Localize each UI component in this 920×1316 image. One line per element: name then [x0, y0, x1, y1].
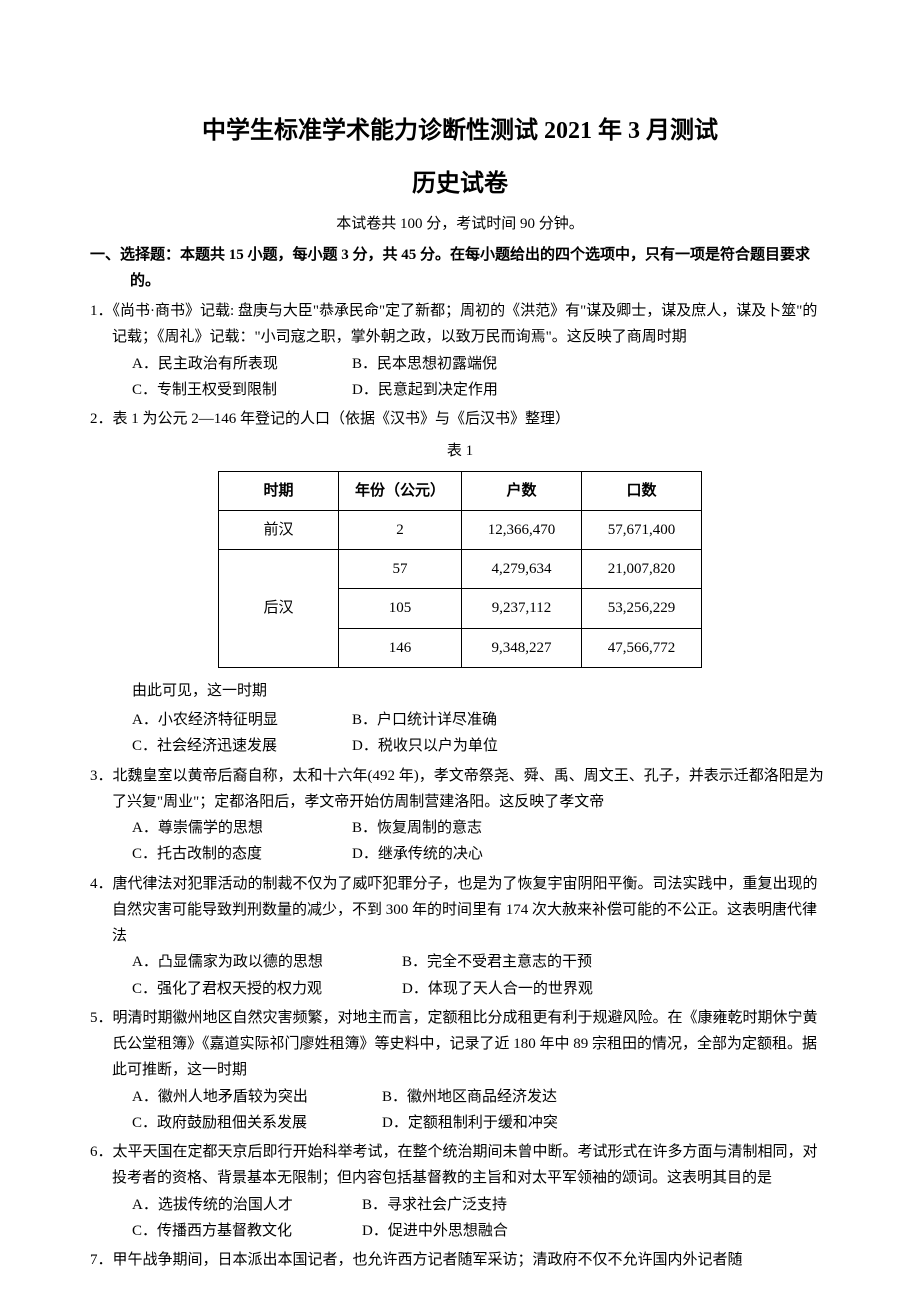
question-2-text: 2．表 1 为公元 2—146 年登记的人口（依据《汉书》与《后汉书》整理） — [90, 406, 830, 432]
question-5-text: 5．明清时期徽州地区自然灾害频繁，对地主而言，定额租比分成租更有利于规避风险。在… — [90, 1005, 830, 1084]
table-header-row: 时期 年份（公元） 户数 口数 — [218, 471, 701, 510]
population-table: 时期 年份（公元） 户数 口数 前汉 2 12,366,470 57,671,4… — [218, 471, 702, 668]
table-caption: 表 1 — [90, 438, 830, 464]
table-cell: 前汉 — [218, 510, 338, 549]
question-6-text: 6．太平天国在定都天京后即行开始科举考试，在整个统治期间未曾中断。考试形式在许多… — [90, 1139, 830, 1192]
question-2-options: A．小农经济特征明显 B．户口统计详尽准确 C．社会经济迅速发展 D．税收只以户… — [90, 707, 830, 760]
table-cell: 53,256,229 — [582, 589, 702, 628]
table-cell: 57 — [338, 550, 461, 589]
question-4-options: A．凸显儒家为政以德的思想 B．完全不受君主意志的干预 C．强化了君权天授的权力… — [90, 949, 830, 1002]
question-1: 1．《尚书·商书》记载: 盘庚与大臣"恭承民命"定了新都；周初的《洪范》有"谋及… — [90, 298, 830, 403]
table-cell: 146 — [338, 628, 461, 667]
question-6: 6．太平天国在定都天京后即行开始科举考试，在整个统治期间未曾中断。考试形式在许多… — [90, 1139, 830, 1244]
q4-option-a: A．凸显儒家为政以德的思想 — [132, 949, 402, 975]
question-1-options: A．民主政治有所表现 B．民本思想初露端倪 C．专制王权受到限制 D．民意起到决… — [90, 351, 830, 404]
q2-option-c: C．社会经济迅速发展 — [132, 733, 352, 759]
q3-option-a: A．尊崇儒学的思想 — [132, 815, 352, 841]
q6-option-b: B．寻求社会广泛支持 — [362, 1192, 582, 1218]
q6-option-d: D．促进中外思想融合 — [362, 1218, 582, 1244]
question-3-options: A．尊崇儒学的思想 B．恢复周制的意志 C．托古改制的态度 D．继承传统的决心 — [90, 815, 830, 868]
question-3: 3．北魏皇室以黄帝后裔自称，太和十六年(492 年)，孝文帝祭尧、舜、禹、周文王… — [90, 763, 830, 868]
table-cell: 2 — [338, 510, 461, 549]
q2-option-d: D．税收只以户为单位 — [352, 733, 572, 759]
q5-option-c: C．政府鼓励租佃关系发展 — [132, 1110, 382, 1136]
question-2: 2．表 1 为公元 2—146 年登记的人口（依据《汉书》与《后汉书》整理） 表… — [90, 406, 830, 760]
table-row: 后汉 57 4,279,634 21,007,820 — [218, 550, 701, 589]
q3-option-d: D．继承传统的决心 — [352, 841, 572, 867]
q1-option-d: D．民意起到决定作用 — [352, 377, 572, 403]
q3-option-b: B．恢复周制的意志 — [352, 815, 572, 841]
q2-option-b: B．户口统计详尽准确 — [352, 707, 572, 733]
question-4-text: 4．唐代律法对犯罪活动的制裁不仅为了威吓犯罪分子，也是为了恢复宇宙阴阳平衡。司法… — [90, 871, 830, 950]
table-cell: 47,566,772 — [582, 628, 702, 667]
q1-option-a: A．民主政治有所表现 — [132, 351, 352, 377]
table-header: 时期 — [218, 471, 338, 510]
q5-option-a: A．徽州人地矛盾较为突出 — [132, 1084, 382, 1110]
q2-option-a: A．小农经济特征明显 — [132, 707, 352, 733]
q4-option-c: C．强化了君权天授的权力观 — [132, 976, 402, 1002]
q4-option-b: B．完全不受君主意志的干预 — [402, 949, 622, 975]
table-cell: 9,237,112 — [462, 589, 582, 628]
q1-option-c: C．专制王权受到限制 — [132, 377, 352, 403]
q4-option-d: D．体现了天人合一的世界观 — [402, 976, 622, 1002]
question-5: 5．明清时期徽州地区自然灾害频繁，对地主而言，定额租比分成租更有利于规避风险。在… — [90, 1005, 830, 1136]
q6-option-c: C．传播西方基督教文化 — [132, 1218, 362, 1244]
section-header: 一、选择题：本题共 15 小题，每小题 3 分，共 45 分。在每小题给出的四个… — [130, 243, 830, 294]
q5-option-b: B．徽州地区商品经济发达 — [382, 1084, 602, 1110]
q5-option-d: D．定额租制利于缓和冲突 — [382, 1110, 602, 1136]
q3-option-c: C．托古改制的态度 — [132, 841, 352, 867]
question-2-followup: 由此可见，这一时期 — [132, 678, 830, 704]
question-7-text: 7．甲午战争期间，日本派出本国记者，也允许西方记者随军采访；清政府不仅不允许国内… — [90, 1247, 830, 1273]
table-cell: 12,366,470 — [462, 510, 582, 549]
table-cell: 后汉 — [218, 550, 338, 668]
exam-info: 本试卷共 100 分，考试时间 90 分钟。 — [90, 212, 830, 233]
q1-option-b: B．民本思想初露端倪 — [352, 351, 572, 377]
question-6-options: A．选拔传统的治国人才 B．寻求社会广泛支持 C．传播西方基督教文化 D．促进中… — [90, 1192, 830, 1245]
table-cell: 4,279,634 — [462, 550, 582, 589]
table-header: 年份（公元） — [338, 471, 461, 510]
question-5-options: A．徽州人地矛盾较为突出 B．徽州地区商品经济发达 C．政府鼓励租佃关系发展 D… — [90, 1084, 830, 1137]
question-7: 7．甲午战争期间，日本派出本国记者，也允许西方记者随军采访；清政府不仅不允许国内… — [90, 1247, 830, 1273]
title-sub: 历史试卷 — [90, 163, 830, 198]
table-cell: 57,671,400 — [582, 510, 702, 549]
table-cell: 105 — [338, 589, 461, 628]
question-1-text: 1．《尚书·商书》记载: 盘庚与大臣"恭承民命"定了新都；周初的《洪范》有"谋及… — [90, 298, 830, 351]
table-cell: 9,348,227 — [462, 628, 582, 667]
table-header: 口数 — [582, 471, 702, 510]
question-4: 4．唐代律法对犯罪活动的制裁不仅为了威吓犯罪分子，也是为了恢复宇宙阴阳平衡。司法… — [90, 871, 830, 1002]
q6-option-a: A．选拔传统的治国人才 — [132, 1192, 362, 1218]
table-row: 前汉 2 12,366,470 57,671,400 — [218, 510, 701, 549]
table-cell: 21,007,820 — [582, 550, 702, 589]
question-3-text: 3．北魏皇室以黄帝后裔自称，太和十六年(492 年)，孝文帝祭尧、舜、禹、周文王… — [90, 763, 830, 816]
title-main: 中学生标准学术能力诊断性测试 2021 年 3 月测试 — [90, 110, 830, 145]
table-header: 户数 — [462, 471, 582, 510]
